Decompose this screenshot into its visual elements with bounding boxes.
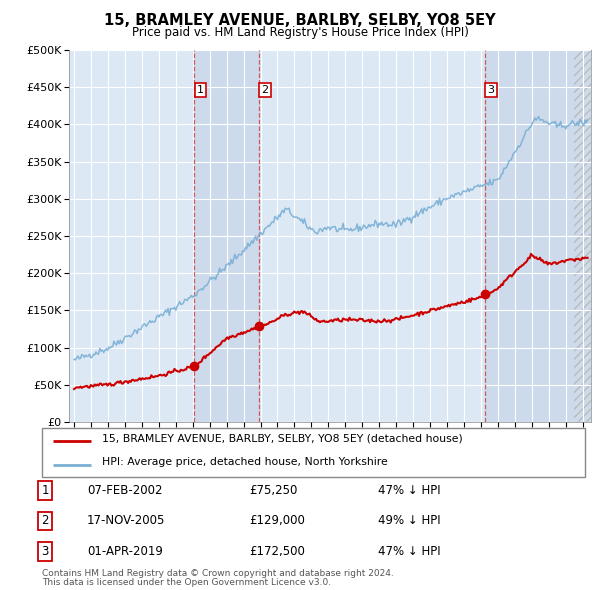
Text: Price paid vs. HM Land Registry's House Price Index (HPI): Price paid vs. HM Land Registry's House … — [131, 26, 469, 39]
Text: HPI: Average price, detached house, North Yorkshire: HPI: Average price, detached house, Nort… — [102, 457, 388, 467]
FancyBboxPatch shape — [42, 428, 585, 477]
Text: 15, BRAMLEY AVENUE, BARLBY, SELBY, YO8 5EY (detached house): 15, BRAMLEY AVENUE, BARLBY, SELBY, YO8 5… — [102, 434, 463, 444]
Text: £129,000: £129,000 — [249, 514, 305, 527]
Text: 3: 3 — [41, 545, 49, 558]
Text: 17-NOV-2005: 17-NOV-2005 — [87, 514, 166, 527]
Text: 1: 1 — [41, 484, 49, 497]
Text: 47% ↓ HPI: 47% ↓ HPI — [378, 545, 440, 558]
Text: 47% ↓ HPI: 47% ↓ HPI — [378, 484, 440, 497]
Text: 2: 2 — [41, 514, 49, 527]
Text: 49% ↓ HPI: 49% ↓ HPI — [378, 514, 440, 527]
Text: £172,500: £172,500 — [249, 545, 305, 558]
Text: Contains HM Land Registry data © Crown copyright and database right 2024.: Contains HM Land Registry data © Crown c… — [42, 569, 394, 578]
Bar — [574, 50, 591, 422]
Text: £75,250: £75,250 — [249, 484, 298, 497]
Text: 1: 1 — [197, 85, 204, 95]
Bar — [194, 50, 259, 422]
Text: This data is licensed under the Open Government Licence v3.0.: This data is licensed under the Open Gov… — [42, 578, 331, 587]
Text: 2: 2 — [262, 85, 268, 95]
Text: 3: 3 — [488, 85, 494, 95]
Text: 15, BRAMLEY AVENUE, BARLBY, SELBY, YO8 5EY: 15, BRAMLEY AVENUE, BARLBY, SELBY, YO8 5… — [104, 13, 496, 28]
Text: 07-FEB-2002: 07-FEB-2002 — [87, 484, 163, 497]
Bar — [485, 50, 591, 422]
Bar — [574, 50, 591, 422]
Text: 01-APR-2019: 01-APR-2019 — [87, 545, 163, 558]
